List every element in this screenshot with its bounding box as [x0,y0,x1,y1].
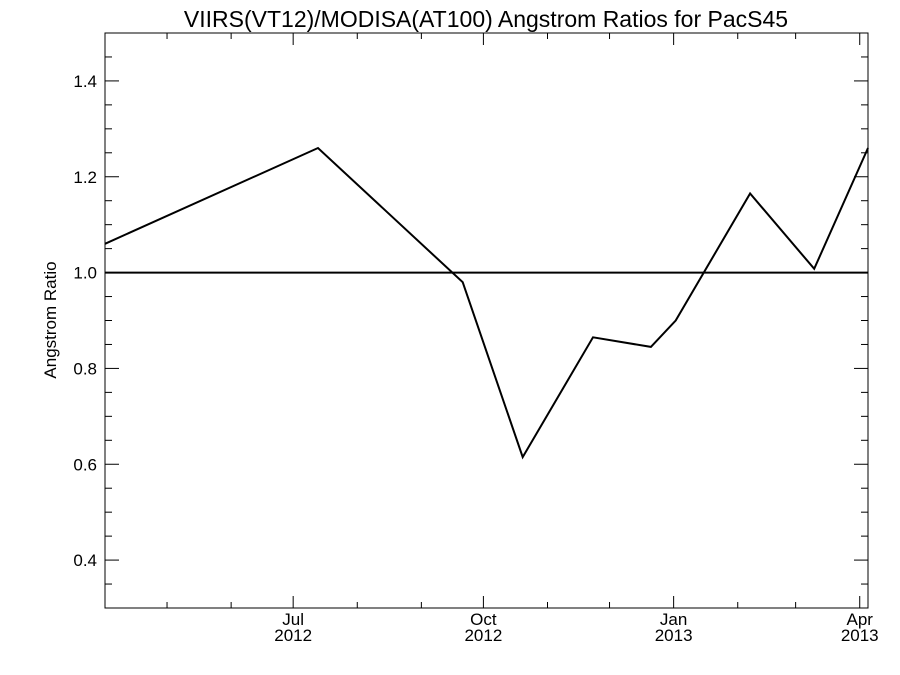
y-axis-label: Angstrom Ratio [41,261,60,378]
y-tick-label: 1.2 [73,168,97,187]
x-tick-label-year: 2012 [464,626,502,645]
x-tick-label-year: 2012 [274,626,312,645]
series-line [104,146,869,460]
y-tick-label: 1.0 [73,264,97,283]
x-tick-label-month: Jul [282,610,304,629]
axis-ticks [105,33,868,608]
y-tick-label: 0.4 [73,551,97,570]
x-tick-label-year: 2013 [841,626,879,645]
y-tick-label: 1.4 [73,72,97,91]
tick-labels: 0.40.60.81.01.21.4Jul2012Oct2012Jan2013A… [73,72,878,645]
x-tick-label-month: Apr [846,610,873,629]
x-tick-label-month: Oct [470,610,497,629]
plot-frame [104,32,869,609]
series-group [104,146,869,460]
x-tick-label-month: Jan [660,610,687,629]
y-tick-label: 0.8 [73,359,97,378]
x-tick-label-year: 2013 [655,626,693,645]
y-tick-label: 0.6 [73,455,97,474]
chart-title: VIIRS(VT12)/MODISA(AT100) Angstrom Ratio… [184,6,788,32]
